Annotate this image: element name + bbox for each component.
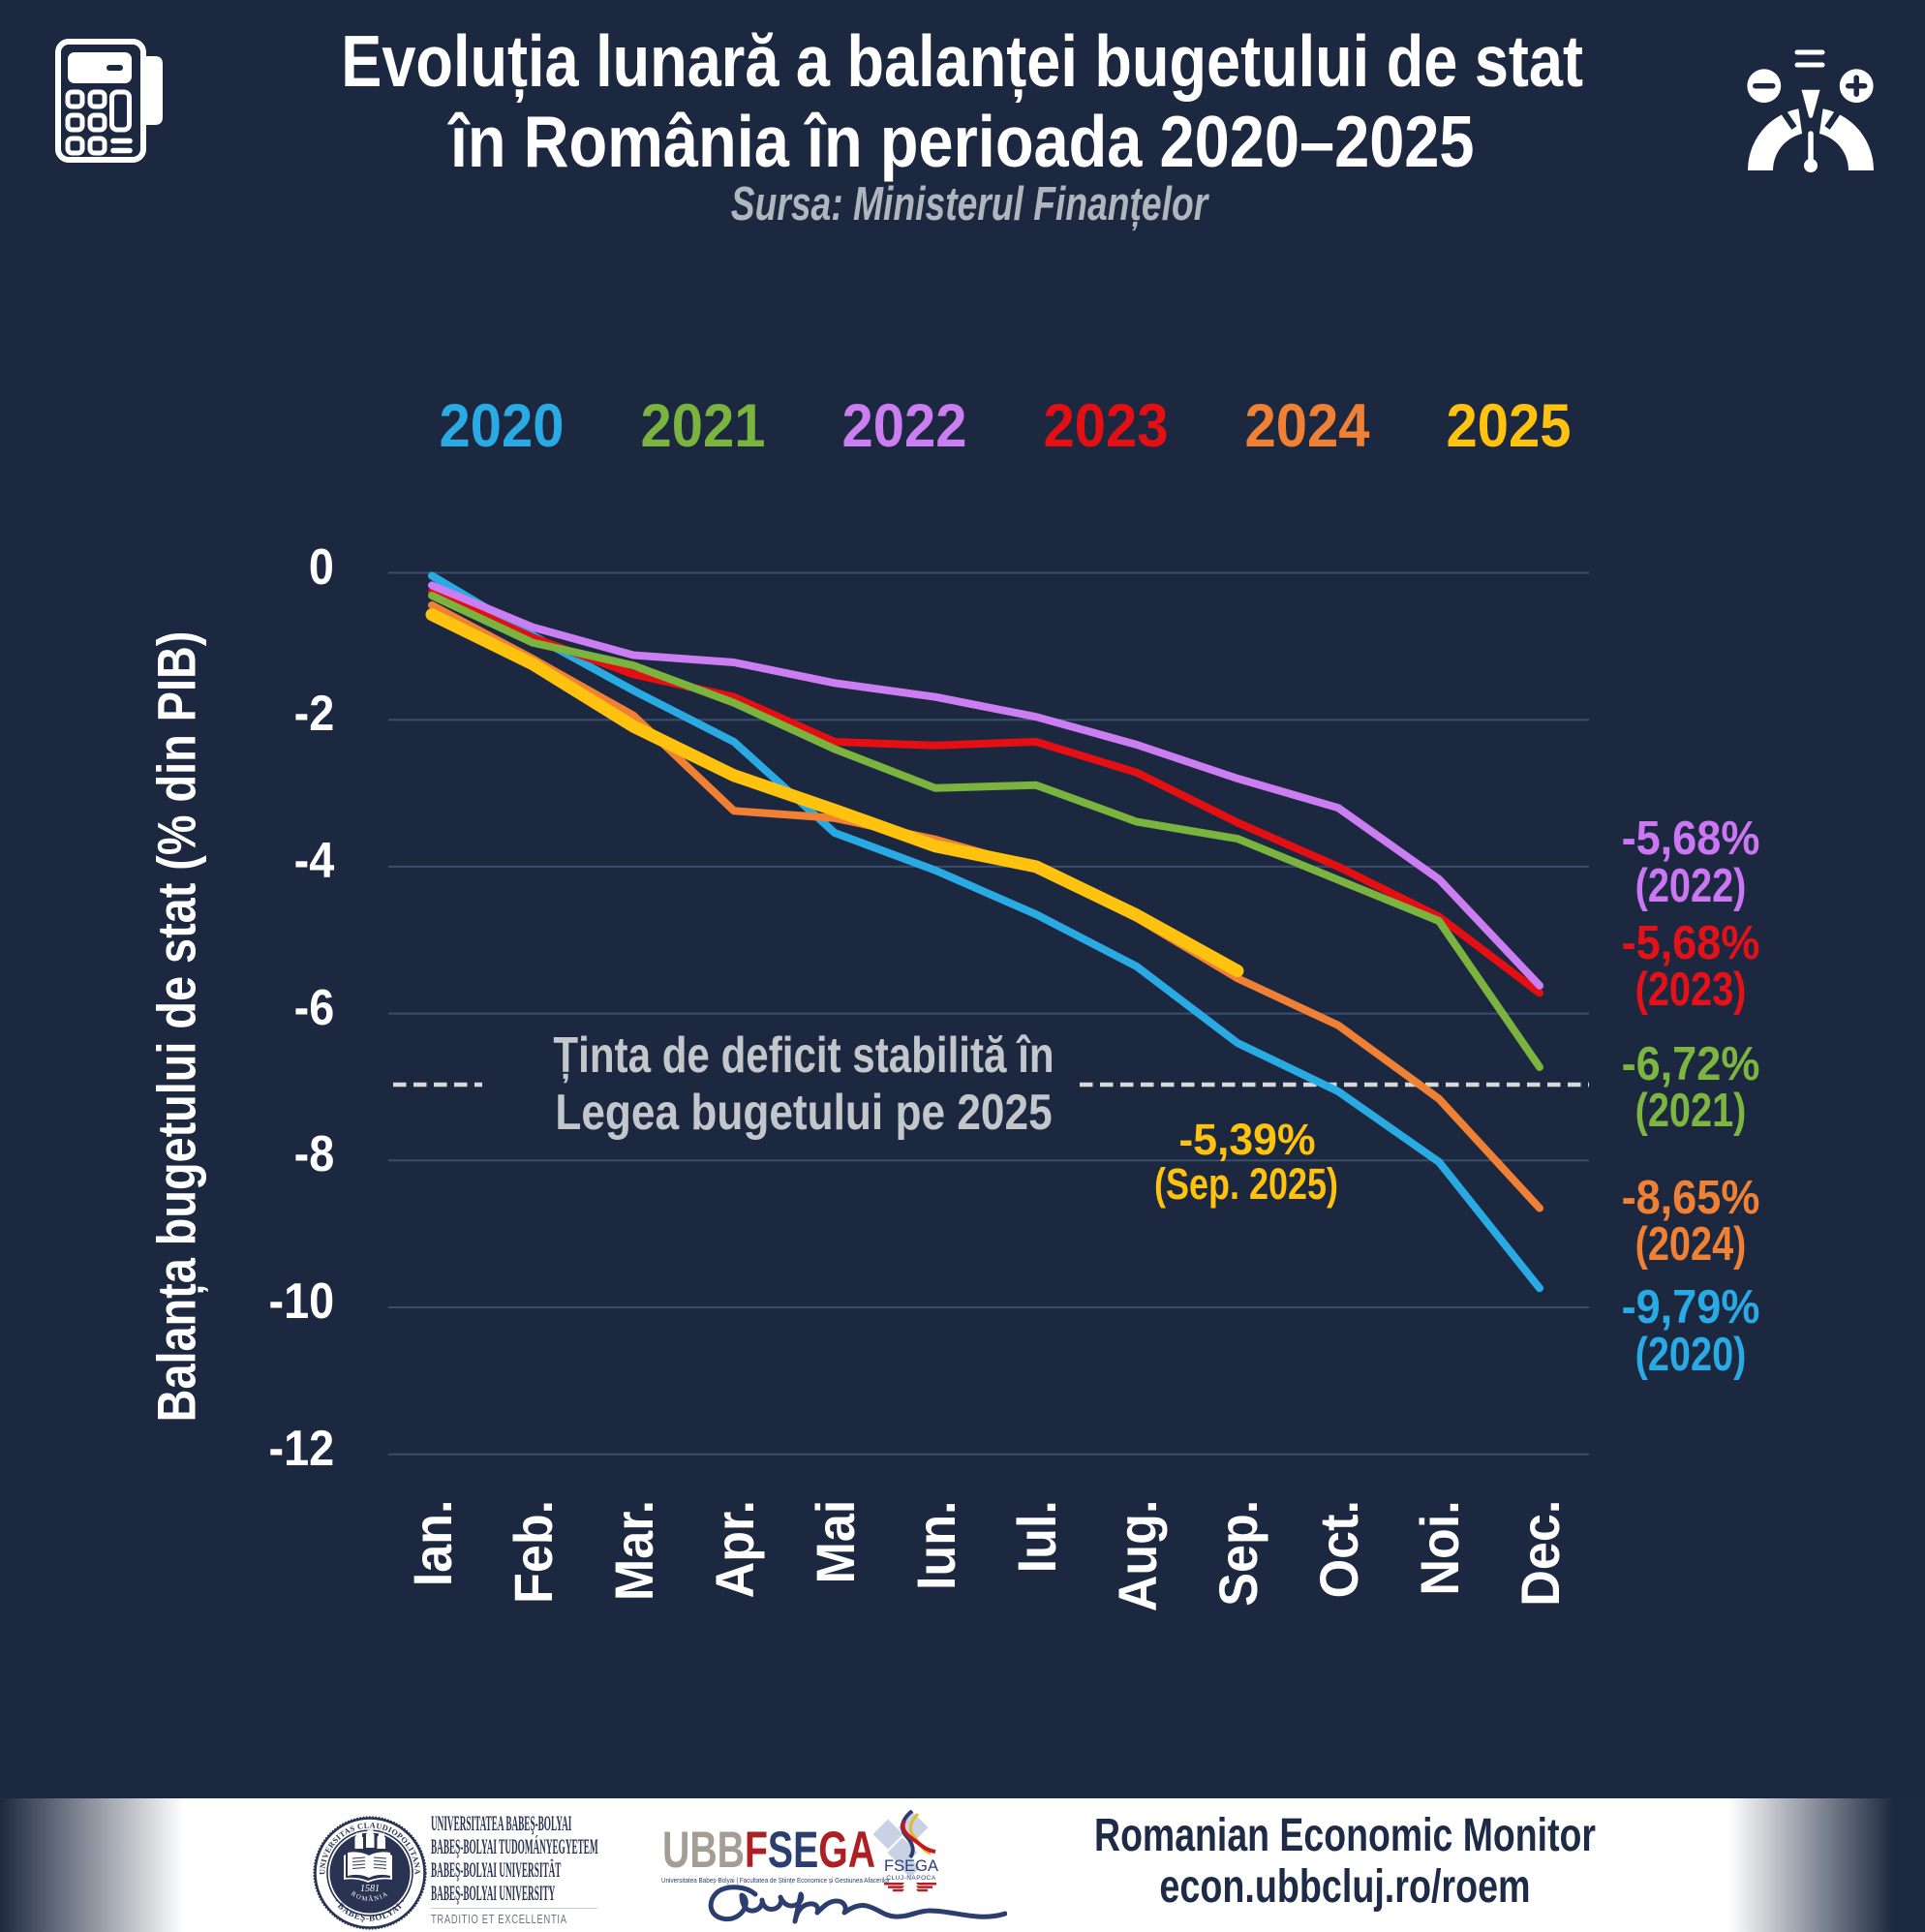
svg-text:1581: 1581 (360, 1884, 380, 1894)
svg-text:FSEGA: FSEGA (884, 1857, 938, 1875)
svg-text:CLUJ-NAPOCA: CLUJ-NAPOCA (886, 1875, 936, 1882)
